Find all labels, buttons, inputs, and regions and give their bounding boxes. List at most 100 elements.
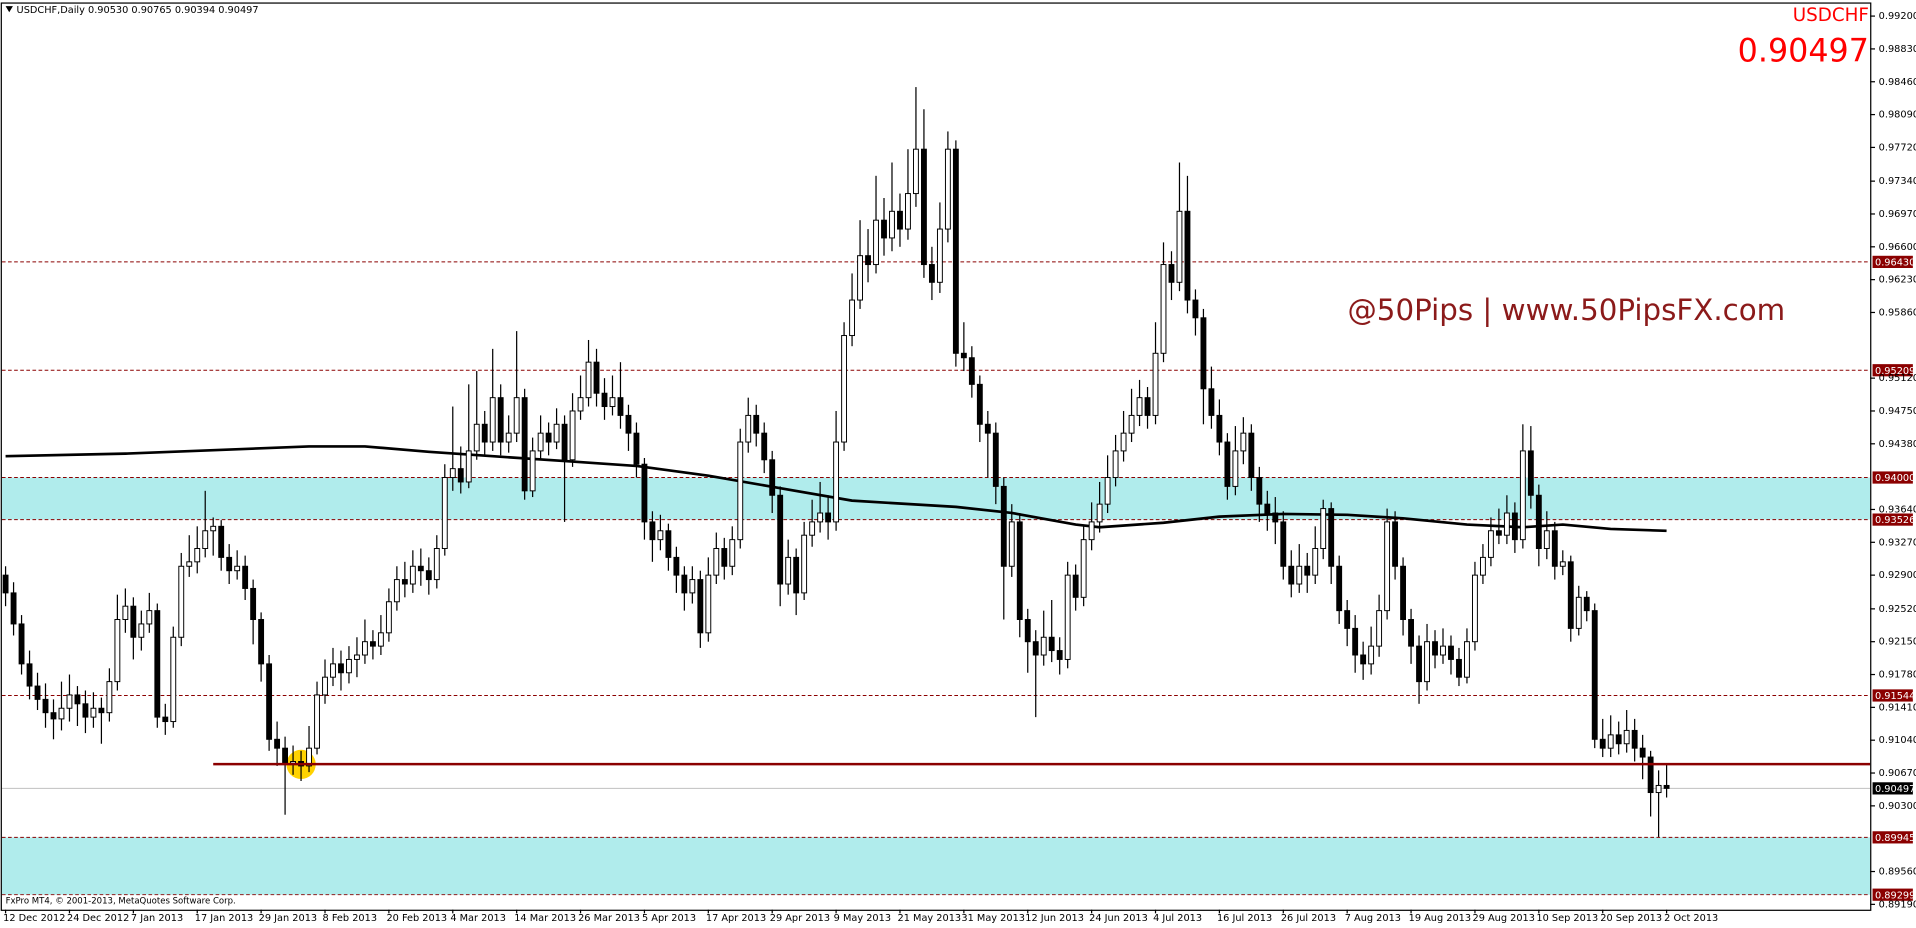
candle-body	[441, 477, 448, 550]
candle-body	[146, 610, 153, 625]
candle-body	[433, 548, 440, 581]
candle-body	[1016, 521, 1023, 620]
candle-body	[505, 432, 512, 443]
level-label: 0.89945	[1875, 833, 1915, 844]
x-tick-label: 12 Dec 2012	[3, 913, 65, 924]
y-tick-label: 0.91040	[1879, 735, 1916, 746]
candle-body	[66, 694, 73, 709]
candle-body	[1448, 645, 1454, 660]
x-tick-label: 16 Jul 2013	[1217, 913, 1272, 924]
candle-body	[833, 441, 840, 523]
candle-body	[841, 335, 848, 443]
candle-body	[753, 414, 760, 434]
candle-body	[74, 694, 81, 705]
candle-body	[1296, 565, 1303, 585]
candle-body	[1160, 264, 1167, 354]
candle-body	[122, 605, 129, 620]
candle-body	[1384, 521, 1391, 612]
x-tick-label: 17 Jan 2013	[195, 913, 253, 924]
candle-body	[18, 623, 25, 665]
x-tick-label: 9 May 2013	[834, 913, 891, 924]
candle-body	[689, 579, 696, 594]
y-tick-label: 0.91410	[1879, 702, 1916, 713]
candle-body	[42, 698, 49, 714]
candle-body	[449, 468, 456, 479]
candle-body	[1024, 619, 1031, 643]
candle-body	[314, 694, 320, 749]
candle-body	[1256, 477, 1263, 505]
candle-body	[1567, 561, 1574, 629]
candle-body	[1088, 521, 1095, 541]
candle-body	[1176, 210, 1183, 283]
levels	[1, 261, 1871, 896]
y-tick-label: 0.90300	[1879, 801, 1916, 812]
candle-body	[457, 468, 464, 483]
candle-body	[1280, 521, 1287, 567]
y-tick-label: 0.94380	[1879, 439, 1916, 450]
candle-body	[489, 397, 496, 443]
candle-body	[1136, 397, 1143, 416]
candle-body	[905, 193, 911, 230]
x-tick-label: 14 Mar 2013	[514, 913, 576, 924]
candle-body	[154, 610, 161, 718]
candle-body	[944, 148, 951, 230]
level-label: 0.91544	[1875, 691, 1915, 702]
candle-body	[481, 423, 488, 443]
candle-body	[849, 299, 855, 337]
candle-body	[1008, 521, 1015, 567]
candle-body	[194, 548, 201, 563]
candle-body	[393, 579, 400, 603]
candle-body	[1040, 636, 1047, 656]
candle-body	[1064, 574, 1071, 660]
candle-body	[1096, 503, 1103, 523]
candle-body	[473, 423, 480, 452]
candle-body	[1288, 565, 1295, 585]
candle-body	[633, 432, 640, 465]
candle-body	[1583, 596, 1590, 612]
candle-body	[1152, 352, 1159, 416]
candle-body	[1495, 530, 1502, 536]
candle-body	[657, 530, 664, 541]
candle-body	[889, 210, 895, 239]
candle-body	[865, 255, 871, 266]
candle-body	[369, 641, 376, 647]
candle-body	[793, 556, 800, 594]
candle-body	[1232, 450, 1239, 487]
candle-body	[306, 747, 312, 767]
candle-body	[1456, 658, 1462, 678]
candle-body	[1192, 299, 1199, 319]
x-tick-label: 12 Jun 2013	[1025, 913, 1084, 924]
candle-body	[282, 747, 289, 764]
candle-body	[1551, 530, 1558, 567]
candle-body	[1312, 548, 1319, 576]
candle-body	[106, 681, 113, 714]
candle-body	[1591, 610, 1598, 740]
candle-body	[218, 525, 225, 558]
candle-body	[984, 423, 991, 434]
y-tick-label: 0.95120	[1879, 373, 1916, 384]
title-icon	[5, 6, 13, 13]
candle-body	[881, 219, 887, 239]
candle-body	[673, 556, 680, 576]
y-tick-label: 0.96230	[1879, 275, 1916, 286]
candle-body	[817, 512, 824, 523]
y-tick-label: 0.97340	[1879, 176, 1916, 187]
candle-body	[338, 663, 344, 674]
candle-body	[1663, 784, 1670, 789]
candle-body	[1440, 645, 1446, 656]
candle-body	[1480, 556, 1486, 576]
x-tick-label: 29 Apr 2013	[770, 913, 830, 924]
x-tick-label: 2 Oct 2013	[1664, 913, 1718, 924]
candle-body	[928, 264, 935, 283]
candle-body	[521, 397, 528, 492]
level-label-box	[1872, 888, 1913, 901]
level-label: 0.89299	[1875, 890, 1915, 901]
x-tick-label: 24 Jun 2013	[1089, 913, 1148, 924]
candle-body	[1240, 432, 1247, 452]
candle-body	[1464, 641, 1470, 678]
candle-body	[1503, 512, 1510, 536]
candle-body	[1487, 530, 1494, 558]
x-tick-label: 7 Aug 2013	[1345, 913, 1401, 924]
x-tick-label: 7 Jan 2013	[131, 913, 183, 924]
candle-body	[1527, 450, 1534, 496]
